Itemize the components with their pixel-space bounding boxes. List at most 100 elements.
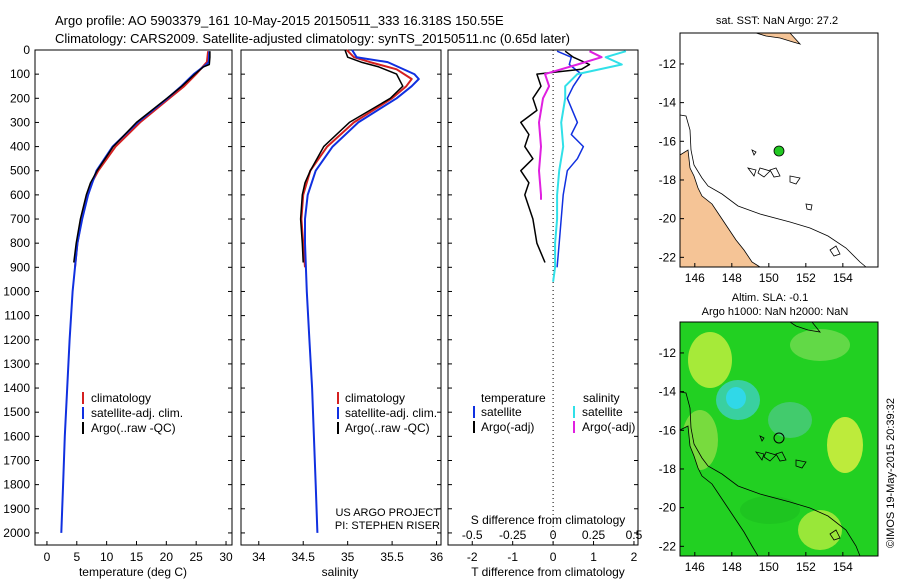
- depth-tick-label: 1900: [3, 502, 30, 516]
- depth-tick-label: 1500: [3, 405, 30, 419]
- lat-tick-label: -12: [659, 346, 677, 360]
- s-tick-label: -0.5: [462, 528, 483, 542]
- sst-map-title: sat. SST: NaN Argo: 27.2: [716, 15, 838, 27]
- x-tick-label: 20: [160, 550, 174, 564]
- x-tick-label: 0: [44, 550, 51, 564]
- argo-float-marker: [773, 145, 785, 157]
- lon-tick-label: 152: [796, 271, 816, 285]
- argo-float-marker: [773, 432, 785, 444]
- depth-tick-label: 400: [10, 140, 30, 154]
- lat-tick-label: -20: [659, 212, 677, 226]
- x-tick-label: 15: [130, 550, 144, 564]
- lat-tick-label: -18: [659, 173, 677, 187]
- lat-tick-label: -16: [659, 134, 677, 148]
- sst-map: sat. SST: NaN Argo: 27.2 146 148 150 152 154…: [659, 15, 879, 285]
- reef: [755, 435, 841, 541]
- reef: [747, 149, 841, 257]
- lon-tick-label: 154: [833, 271, 853, 285]
- legend-climatology: climatology: [91, 391, 151, 405]
- s-tick-label: 0.5: [626, 528, 643, 542]
- depth-tick-label: 500: [10, 164, 30, 178]
- depth-tick-label: 1100: [4, 309, 30, 323]
- x-tick-label: 0: [550, 550, 557, 564]
- profile-legend: climatology satellite-adj. clim. Argo(..…: [82, 391, 183, 435]
- legend-temperature-header: temperature: [481, 391, 546, 405]
- legend-temp-argo: Argo(-adj): [481, 420, 534, 434]
- s-difference-axis-label: S difference from climatology: [471, 513, 626, 527]
- depth-tick-label: 100: [10, 67, 30, 81]
- depth-tick-label: 2000: [3, 526, 30, 540]
- legend-argo: Argo(..raw -QC): [345, 421, 430, 435]
- depth-tick-label: 900: [10, 260, 30, 274]
- lat-tick-label: -16: [659, 423, 677, 437]
- x-tick-label: 35: [341, 550, 355, 564]
- lat-tick-label: -14: [659, 96, 677, 110]
- land-mass: [679, 149, 762, 268]
- legend-salinity-header: salinity: [583, 391, 620, 405]
- legend-satellite-adj: satellite-adj. clim.: [91, 406, 183, 420]
- temperature-profile-panel: 0100200300400500600700800900100011001200…: [3, 43, 233, 579]
- lat-tick-label: -12: [659, 57, 677, 71]
- depth-contour: [680, 391, 861, 556]
- lon-tick-label: 146: [685, 271, 705, 285]
- series-line-satellite-adj-clim-: [60, 51, 211, 533]
- depth-tick-label: 1300: [3, 357, 30, 371]
- t-difference-axis-label: T difference from climatology: [471, 565, 625, 579]
- credit-line-2: PI: STEPHEN RISER: [335, 520, 440, 532]
- lat-tick-label: -22: [659, 539, 677, 553]
- x-tick-label: 25: [190, 550, 204, 564]
- x-tick-label: 5: [73, 550, 80, 564]
- depth-tick-label: 1800: [3, 478, 30, 492]
- x-tick-label: 36: [430, 550, 444, 564]
- lon-tick-label: 150: [759, 271, 779, 285]
- series-line-climatology: [300, 49, 413, 268]
- series-line-argo-adj-: [538, 50, 603, 200]
- difference-legend: temperature salinity satellite Argo(-adj…: [473, 391, 635, 434]
- sla-map-title-2: Argo h1000: NaN h2000: NaN: [702, 306, 849, 318]
- lon-tick-label: 148: [722, 560, 742, 574]
- lon-tick-label: 154: [833, 560, 853, 574]
- x-tick-label: 30: [219, 550, 233, 564]
- series-line-satellite: [556, 50, 585, 268]
- legend-sal-argo: Argo(-adj): [582, 420, 635, 434]
- land-mass: [680, 425, 759, 556]
- legend-temp-satellite: satellite: [481, 405, 522, 419]
- lat-tick-label: -18: [659, 462, 677, 476]
- s-tick-label: -0.25: [499, 528, 527, 542]
- lon-tick-label: 146: [685, 560, 705, 574]
- x-tick-label: 2: [631, 550, 638, 564]
- depth-tick-label: 200: [10, 91, 30, 105]
- legend-sal-satellite: satellite: [582, 405, 623, 419]
- imos-timestamp: ©IMOS 19-May-2015 20:39:32: [885, 398, 897, 548]
- s-tick-label: 0.25: [582, 528, 606, 542]
- depth-tick-label: 1400: [3, 381, 30, 395]
- depth-tick-label: 300: [10, 115, 30, 129]
- depth-tick-label: 800: [10, 236, 30, 250]
- credit-line-1: US ARGO PROJECT: [335, 507, 440, 519]
- series-line-satellite-adj-clim-: [304, 49, 420, 533]
- profile-legend: climatology satellite-adj. clim. Argo(..…: [337, 391, 437, 435]
- legend-climatology: climatology: [345, 391, 405, 405]
- land-mass: [789, 322, 821, 333]
- x-tick-label: 1: [590, 550, 597, 564]
- x-tick-label: 10: [100, 550, 114, 564]
- lon-tick-label: 148: [722, 271, 742, 285]
- sla-map-title-1: Altim. SLA: -0.1: [732, 292, 808, 304]
- header-line-2: Climatology: CARS2009. Satellite-adjuste…: [55, 31, 570, 46]
- legend-argo: Argo(..raw -QC): [91, 421, 176, 435]
- salinity-profile-panel: 34 34.5 35 35.5 36 salinity climatology sate…: [240, 49, 444, 579]
- lat-tick-label: -14: [659, 385, 677, 399]
- sla-map: Altim. SLA: -0.1 Argo h1000: NaN h2000: …: [659, 292, 879, 574]
- depth-tick-label: 1700: [3, 453, 30, 467]
- depth-tick-label: 0: [23, 43, 30, 57]
- lat-tick-label: -22: [659, 250, 677, 264]
- depth-contour: [679, 114, 867, 268]
- series-line-argo-adj-: [520, 50, 591, 263]
- header-line-1: Argo profile: AO 5903379_161 10-May-2015…: [55, 13, 504, 28]
- temperature-axis-label: temperature (deg C): [79, 565, 187, 579]
- legend-satellite-adj: satellite-adj. clim.: [345, 406, 437, 420]
- depth-tick-label: 1200: [3, 333, 30, 347]
- x-tick-label: 34.5: [292, 550, 316, 564]
